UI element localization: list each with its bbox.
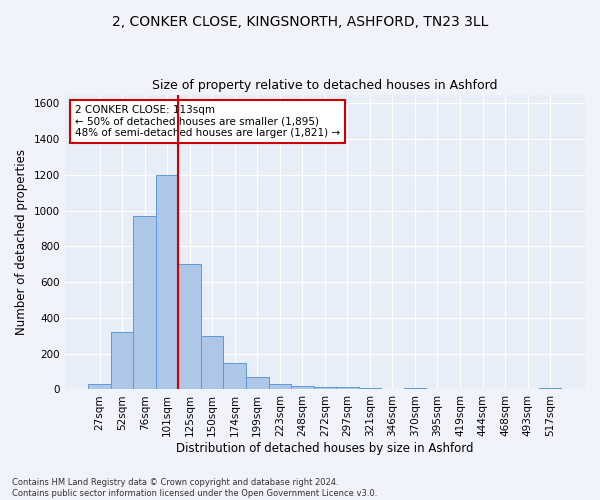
Bar [178,264,201,390]
Bar [156,175,178,390]
Bar [314,387,336,390]
Bar [404,388,426,390]
Bar [201,336,223,390]
Bar [269,384,291,390]
Bar [291,386,314,390]
Text: 2, CONKER CLOSE, KINGSNORTH, ASHFORD, TN23 3LL: 2, CONKER CLOSE, KINGSNORTH, ASHFORD, TN… [112,15,488,29]
Bar [539,388,562,390]
Title: Size of property relative to detached houses in Ashford: Size of property relative to detached ho… [152,79,497,92]
Bar [88,384,111,390]
Bar [246,377,269,390]
Bar [336,387,359,390]
Bar [359,388,381,390]
X-axis label: Distribution of detached houses by size in Ashford: Distribution of detached houses by size … [176,442,473,455]
Bar [223,362,246,390]
Bar [111,332,133,390]
Text: 2 CONKER CLOSE: 113sqm
← 50% of detached houses are smaller (1,895)
48% of semi-: 2 CONKER CLOSE: 113sqm ← 50% of detached… [75,105,340,138]
Bar [133,216,156,390]
Y-axis label: Number of detached properties: Number of detached properties [15,149,28,335]
Text: Contains HM Land Registry data © Crown copyright and database right 2024.
Contai: Contains HM Land Registry data © Crown c… [12,478,377,498]
